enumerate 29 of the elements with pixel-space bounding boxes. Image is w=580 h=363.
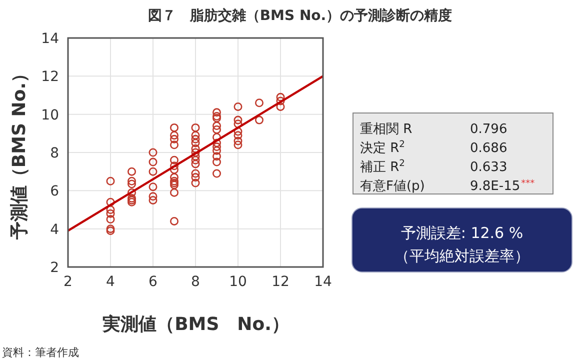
text: *** <box>521 179 536 189</box>
x-tick-label: 10 <box>229 274 247 290</box>
text: 0.686 <box>470 141 508 156</box>
y-tick-label: 12 <box>41 69 59 86</box>
text: 0.633 <box>470 160 508 175</box>
x-tick-label: 14 <box>314 274 332 290</box>
text: 重相関 R <box>360 122 412 137</box>
x-tick-label: 12 <box>272 274 290 290</box>
text: （平均絶対誤差率） <box>394 247 530 265</box>
text: 有意F値(p) <box>360 179 425 194</box>
text: 0.796 <box>470 122 508 137</box>
y-tick-label: 6 <box>50 184 60 200</box>
x-axis-title: 実測値（BMS No.） <box>102 314 290 335</box>
y-tick-label: 10 <box>41 107 59 124</box>
x-tick-label: 8 <box>191 274 200 290</box>
x-tick-label: 2 <box>64 274 72 290</box>
y-tick-label: 4 <box>50 222 60 238</box>
text: 資料：筆者作成 <box>2 346 79 359</box>
y-tick-label: 2 <box>50 260 59 276</box>
text: 9.8E-15 <box>470 179 520 194</box>
text: 予測誤差: 12.6 % <box>400 224 524 242</box>
text: 決定 R$^{2}$ <box>360 140 405 156</box>
x-tick-label: 6 <box>148 274 158 290</box>
y-axis-title: 予測値（BMS No.） <box>9 64 30 241</box>
y-tick-label: 8 <box>50 146 59 162</box>
y-tick-label: 14 <box>41 31 60 47</box>
x-tick-label: 4 <box>106 274 116 290</box>
chart-title: 図７ 脂肪交雑（BMS No.）の予測診断の精度 <box>148 7 452 24</box>
text: 補正 R$^{2}$ <box>360 159 405 175</box>
